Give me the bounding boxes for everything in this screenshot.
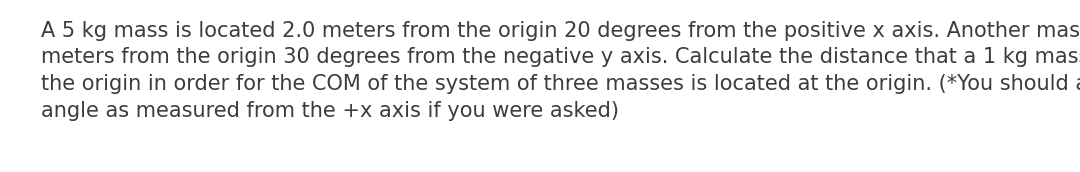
Text: A 5 kg mass is located 2.0 meters from the origin 20 degrees from the positive x: A 5 kg mass is located 2.0 meters from t… bbox=[41, 21, 1080, 121]
